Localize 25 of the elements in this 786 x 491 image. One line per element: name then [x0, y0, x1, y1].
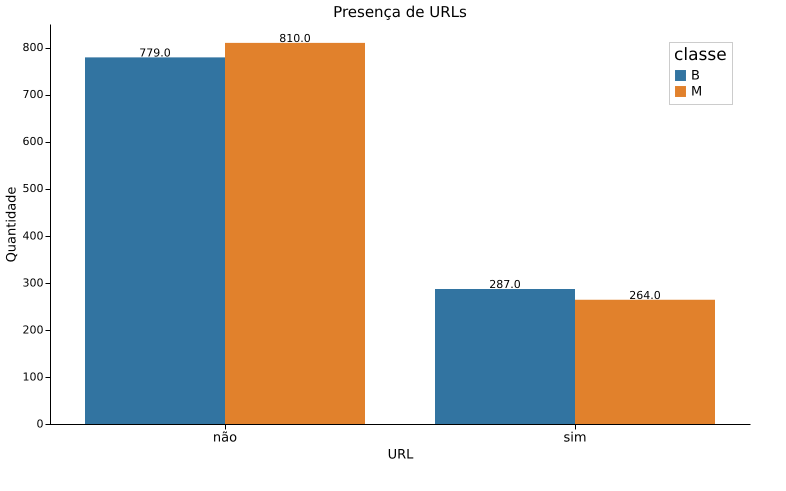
x-tick-label: não — [212, 430, 238, 446]
bar — [435, 288, 575, 424]
y-tick-label: 100 — [22, 370, 44, 384]
x-tick-label: sim — [563, 430, 587, 446]
data-label: 287.0 — [489, 278, 521, 291]
y-tick-label: 300 — [22, 276, 44, 290]
legend-label: M — [691, 84, 702, 100]
legend-title: classe — [674, 45, 727, 65]
y-tick-label: 500 — [22, 182, 44, 196]
y-tick-label: 600 — [22, 135, 44, 148]
data-label: 779.0 — [139, 46, 171, 60]
bar — [575, 300, 715, 424]
data-label: 810.0 — [279, 32, 311, 45]
data-label: 264.0 — [629, 288, 661, 302]
bar — [225, 42, 365, 424]
y-tick-label: 700 — [22, 88, 44, 102]
bar — [85, 57, 225, 424]
y-tick-label: 400 — [22, 229, 44, 242]
y-tick-label: 800 — [22, 41, 44, 54]
x-axis-title: URL — [388, 448, 414, 462]
legend-label: B — [691, 68, 700, 84]
y-tick-label: 0 — [36, 418, 44, 430]
y-axis-title: Quantidade — [4, 186, 20, 262]
y-tick-label: 200 — [22, 323, 44, 336]
chart-title: Presença de URLs — [333, 3, 468, 21]
